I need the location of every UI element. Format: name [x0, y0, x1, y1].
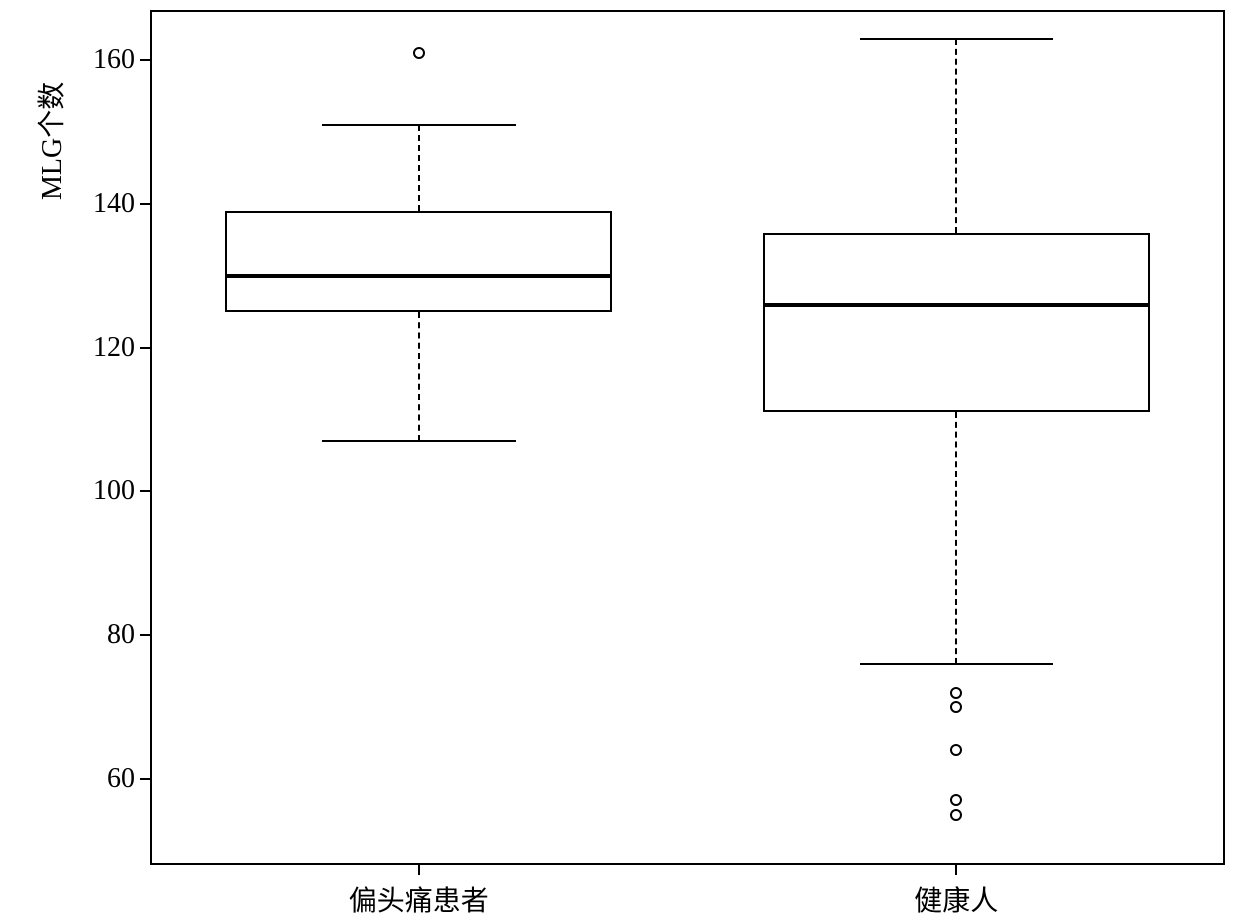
- x-category-label: 健康人: [856, 879, 1056, 919]
- y-tick-mark: [140, 490, 150, 492]
- y-tick-label: 120: [80, 332, 135, 364]
- y-tick-mark: [140, 778, 150, 780]
- y-tick-mark: [140, 203, 150, 205]
- y-tick-label: 60: [80, 763, 135, 795]
- plot-area: [150, 10, 1225, 865]
- y-tick-mark: [140, 634, 150, 636]
- y-tick-label: 80: [80, 619, 135, 651]
- median-line: [763, 303, 1150, 307]
- x-tick-mark: [418, 865, 420, 875]
- outlier-marker: [413, 47, 425, 59]
- y-tick-mark: [140, 59, 150, 61]
- whisker-line-lower: [418, 312, 420, 441]
- whisker-line-lower: [955, 412, 957, 663]
- x-category-label: 偏头痛患者: [319, 879, 519, 919]
- y-tick-label: 140: [80, 188, 135, 220]
- whisker-line-upper: [955, 39, 957, 233]
- boxplot-chart: MLG个数 6080100120140160 偏头痛患者健康人: [0, 0, 1239, 915]
- outlier-marker: [950, 687, 962, 699]
- box: [763, 233, 1150, 413]
- x-tick-mark: [955, 865, 957, 875]
- whisker-cap-lower: [322, 440, 516, 442]
- y-tick-label: 100: [80, 475, 135, 507]
- whisker-cap-upper: [860, 38, 1054, 40]
- outlier-marker: [950, 809, 962, 821]
- whisker-line-upper: [418, 125, 420, 211]
- median-line: [225, 274, 612, 278]
- y-tick-mark: [140, 347, 150, 349]
- whisker-cap-lower: [860, 663, 1054, 665]
- y-tick-label: 160: [80, 44, 135, 76]
- whisker-cap-upper: [322, 124, 516, 126]
- box: [225, 211, 612, 312]
- y-axis-label: MLG个数: [30, 80, 70, 200]
